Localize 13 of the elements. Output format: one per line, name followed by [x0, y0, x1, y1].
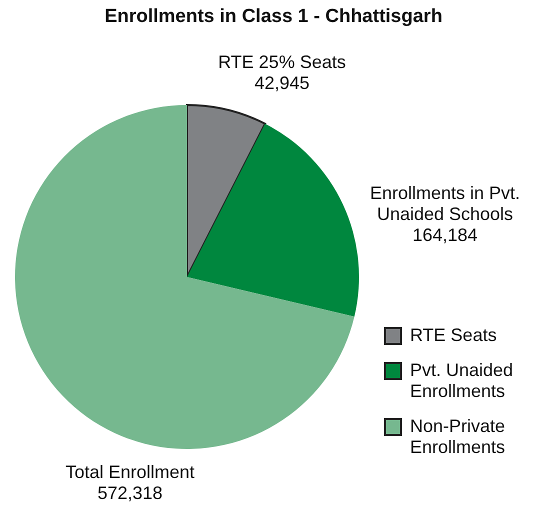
- text: Total Enrollment: [64, 462, 196, 483]
- text: 572,318: [96, 483, 164, 504]
- text: 42,945: [253, 73, 311, 94]
- pie-slice: [186, 104, 266, 278]
- legend-label: Pvt. Unaided Enrollments: [410, 360, 514, 402]
- legend-label: RTE Seats: [410, 325, 497, 346]
- text: Enrollments in Pvt. Unaided Schools: [368, 183, 522, 225]
- legend-label: Non-Private Enrollments: [410, 416, 506, 458]
- text: RTE 25% Seats: [217, 52, 347, 73]
- pie-slice: [15, 105, 354, 449]
- text: 164,184: [411, 225, 479, 246]
- chart-title: Enrollments in Class 1 - Chhattisgarh: [104, 6, 444, 28]
- pie-slice: [187, 124, 359, 317]
